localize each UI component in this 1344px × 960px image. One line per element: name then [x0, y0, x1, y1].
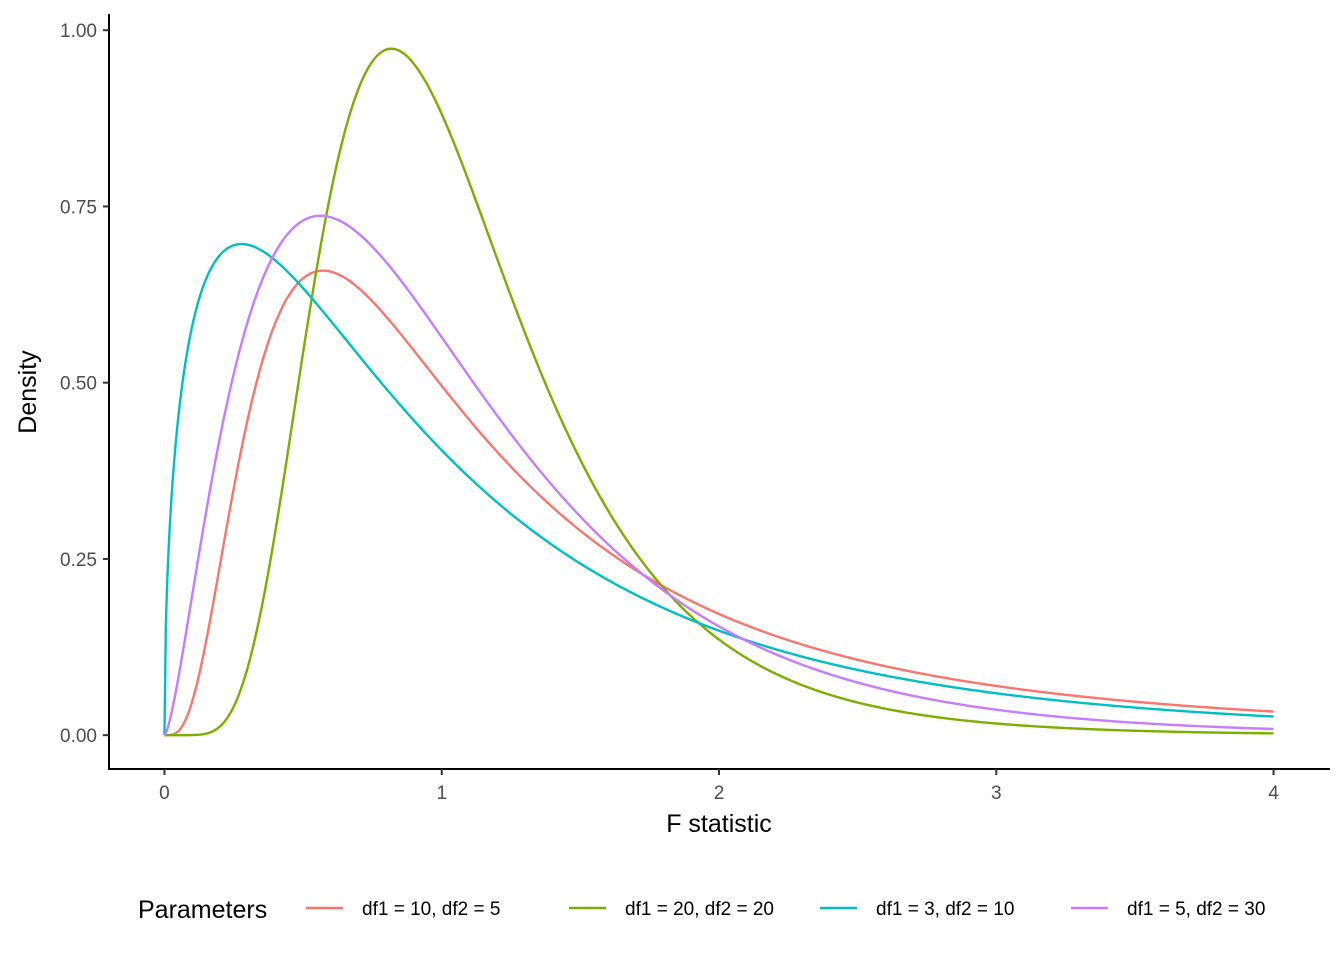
y-tick-label: 0.75 [60, 197, 97, 218]
legend-title: Parameters [138, 896, 267, 924]
y-axis-title: Density [14, 350, 42, 434]
x-axis-title: F statistic [666, 810, 772, 838]
x-tick-label: 0 [159, 783, 170, 804]
legend: Parameters df1 = 10, df2 = 5 df1 = 20, df… [138, 896, 1265, 924]
legend-item: df1 = 10, df2 = 5 [306, 899, 500, 920]
x-tick-label: 4 [1268, 783, 1279, 804]
legend-label: df1 = 3, df2 = 10 [876, 899, 1014, 920]
y-tick-label: 0.00 [60, 726, 97, 747]
series-line-2 [164, 47, 1274, 737]
legend-item: df1 = 5, df2 = 30 [1071, 899, 1265, 920]
legend-item: df1 = 3, df2 = 10 [820, 899, 1014, 920]
legend-label: df1 = 20, df2 = 20 [625, 899, 774, 920]
y-tick-label: 1.00 [60, 21, 97, 42]
series-line-3 [163, 242, 1274, 736]
y-tick-label: 0.50 [60, 374, 97, 395]
series-line-4 [163, 214, 1274, 736]
legend-label: df1 = 10, df2 = 5 [362, 899, 500, 920]
series-layer [163, 47, 1274, 737]
y-tick-label: 0.25 [60, 550, 97, 571]
x-tick-label: 1 [436, 783, 447, 804]
x-ticks: 0 1 2 3 4 [159, 769, 1279, 804]
series-line-1 [164, 269, 1274, 737]
legend-item: df1 = 20, df2 = 20 [569, 899, 774, 920]
legend-items: df1 = 10, df2 = 5 df1 = 20, df2 = 20 df1 =… [306, 899, 1265, 920]
y-ticks: 0.00 0.25 0.50 0.75 1.00 [60, 21, 109, 747]
legend-label: df1 = 5, df2 = 30 [1127, 899, 1265, 920]
x-tick-label: 3 [991, 783, 1002, 804]
x-tick-label: 2 [714, 783, 725, 804]
